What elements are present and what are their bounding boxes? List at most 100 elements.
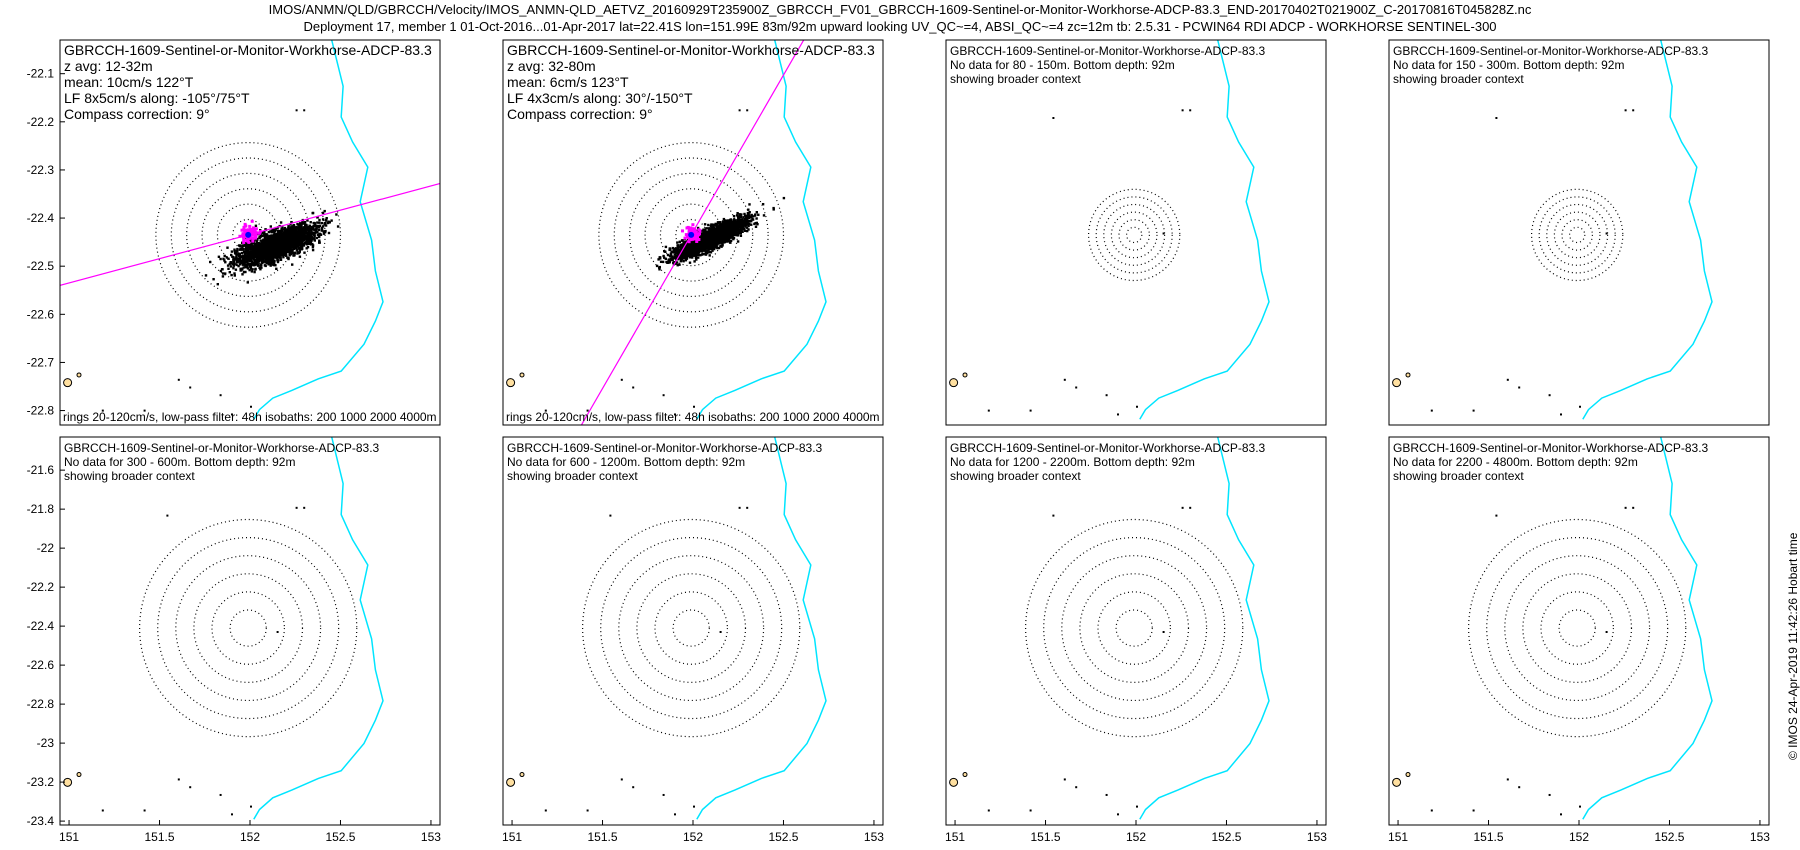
velocity-point [209,260,212,264]
velocity-point [274,239,278,242]
velocity-point [294,237,297,240]
velocity-point [263,233,266,236]
velocity-point [746,212,750,215]
velocity-point [761,203,765,206]
velocity-point [269,256,273,259]
velocity-point [315,236,318,240]
velocity-point [313,231,317,235]
velocity-point [682,248,685,252]
velocity-point [279,256,282,259]
velocity-point [273,260,276,264]
velocity-point [323,223,326,226]
velocity-point [279,249,282,252]
velocity-point [280,229,283,233]
velocity-point [287,227,290,230]
velocity-point [284,245,288,248]
velocity-point [317,228,321,232]
velocity-point [679,244,682,247]
velocity-point [310,225,313,229]
velocity-point [744,229,747,232]
velocity-point [268,241,271,244]
panel-top-1: -22.1-22.2-22.3-22.4-22.5-22.6-22.7-22.8… [27,39,441,426]
velocity-point [743,214,747,217]
velocity-point [230,273,233,277]
island-speck [544,409,547,412]
velocity-point [309,227,312,230]
velocity-point [313,237,316,240]
velocity-point [699,254,702,257]
velocity-point [741,230,744,233]
velocity-point [261,243,264,247]
velocity-point [748,222,751,226]
velocity-point [335,213,338,216]
velocity-point [235,258,238,261]
velocity-point [258,248,262,251]
velocity-point [229,261,232,265]
velocity-point [294,242,298,245]
panel-title: GBRCCH-1609-Sentinel-or-Monitor-Workhors… [64,42,432,58]
velocity-point [274,253,278,256]
velocity-point [248,268,251,272]
velocity-point [291,251,294,254]
velocity-point [255,244,258,247]
velocity-point [287,234,290,237]
velocity-point [298,244,301,247]
velocity-point [278,255,281,258]
velocity-point [290,227,294,230]
velocity-point [737,227,740,231]
velocity-point [301,222,304,225]
velocity-point [260,253,263,256]
velocity-point [739,230,742,233]
velocity-point [698,249,701,253]
velocity-point [695,258,698,261]
velocity-point [273,262,276,266]
velocity-point [297,242,300,246]
island-speck [632,386,635,389]
velocity-point [713,223,717,227]
velocity-point [674,262,677,265]
velocity-point [675,252,678,255]
velocity-point [289,239,292,242]
velocity-point [297,247,300,250]
velocity-point [696,226,700,230]
velocity-point [704,243,708,246]
velocity-point [277,238,280,242]
velocity-point [266,234,269,237]
velocity-point [668,247,671,250]
velocity-point [226,264,230,267]
velocity-point [270,252,273,255]
velocity-point [273,232,276,235]
velocity-point [675,258,678,261]
recent-point [238,234,242,238]
velocity-point [323,209,326,213]
velocity-point [258,250,261,253]
velocity-point [282,240,285,244]
velocity-point [681,247,684,250]
velocity-point [693,260,696,263]
velocity-point [236,249,239,252]
velocity-point [738,223,742,226]
island-speck [143,409,146,412]
velocity-point [228,271,231,274]
velocity-point [227,267,230,270]
velocity-point [289,234,292,237]
velocity-point [253,246,257,249]
velocity-point [231,255,234,258]
velocity-point [722,217,726,221]
velocity-point [275,236,278,240]
velocity-point [296,226,300,230]
velocity-point [750,213,753,217]
velocity-point [302,237,305,240]
velocity-point [236,260,239,264]
recent-point [248,224,252,228]
velocity-point [237,258,240,262]
velocity-point [276,247,279,250]
velocity-point [748,203,751,206]
velocity-point [224,261,227,264]
velocity-point [268,234,272,238]
velocity-point [304,224,307,227]
velocity-point [668,248,671,252]
velocity-point [299,238,302,241]
velocity-point [736,240,740,243]
